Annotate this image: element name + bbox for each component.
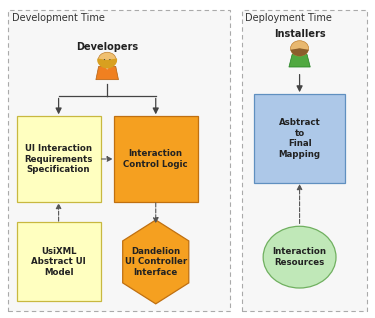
Bar [242, 10, 367, 311]
Circle shape [291, 41, 309, 56]
FancyBboxPatch shape [16, 222, 101, 301]
Text: UI Interaction
Requirements
Specification: UI Interaction Requirements Specificatio… [24, 144, 93, 174]
Ellipse shape [297, 49, 302, 50]
Text: UsiXML
Abstract UI
Model: UsiXML Abstract UI Model [31, 247, 86, 277]
Wedge shape [291, 48, 309, 56]
Circle shape [104, 59, 105, 60]
Text: Developers: Developers [76, 42, 138, 52]
Wedge shape [97, 59, 117, 68]
Text: Dandelion
UI Controller
Interface: Dandelion UI Controller Interface [124, 247, 187, 277]
FancyBboxPatch shape [16, 116, 101, 202]
FancyBboxPatch shape [254, 94, 345, 183]
Circle shape [98, 52, 116, 68]
Circle shape [263, 226, 336, 288]
Polygon shape [96, 66, 118, 80]
Text: Development Time: Development Time [12, 13, 105, 23]
Circle shape [109, 59, 111, 60]
Polygon shape [123, 220, 189, 304]
Polygon shape [289, 54, 310, 67]
Text: Interaction
Control Logic: Interaction Control Logic [123, 149, 188, 169]
Text: Asbtract
to
Final
Mapping: Asbtract to Final Mapping [279, 118, 321, 158]
Bar [8, 10, 231, 311]
Text: Interaction
Resources: Interaction Resources [273, 247, 327, 267]
Text: Deployment Time: Deployment Time [245, 13, 332, 23]
Polygon shape [105, 66, 110, 70]
Text: Installers: Installers [274, 29, 326, 39]
FancyBboxPatch shape [114, 116, 198, 202]
